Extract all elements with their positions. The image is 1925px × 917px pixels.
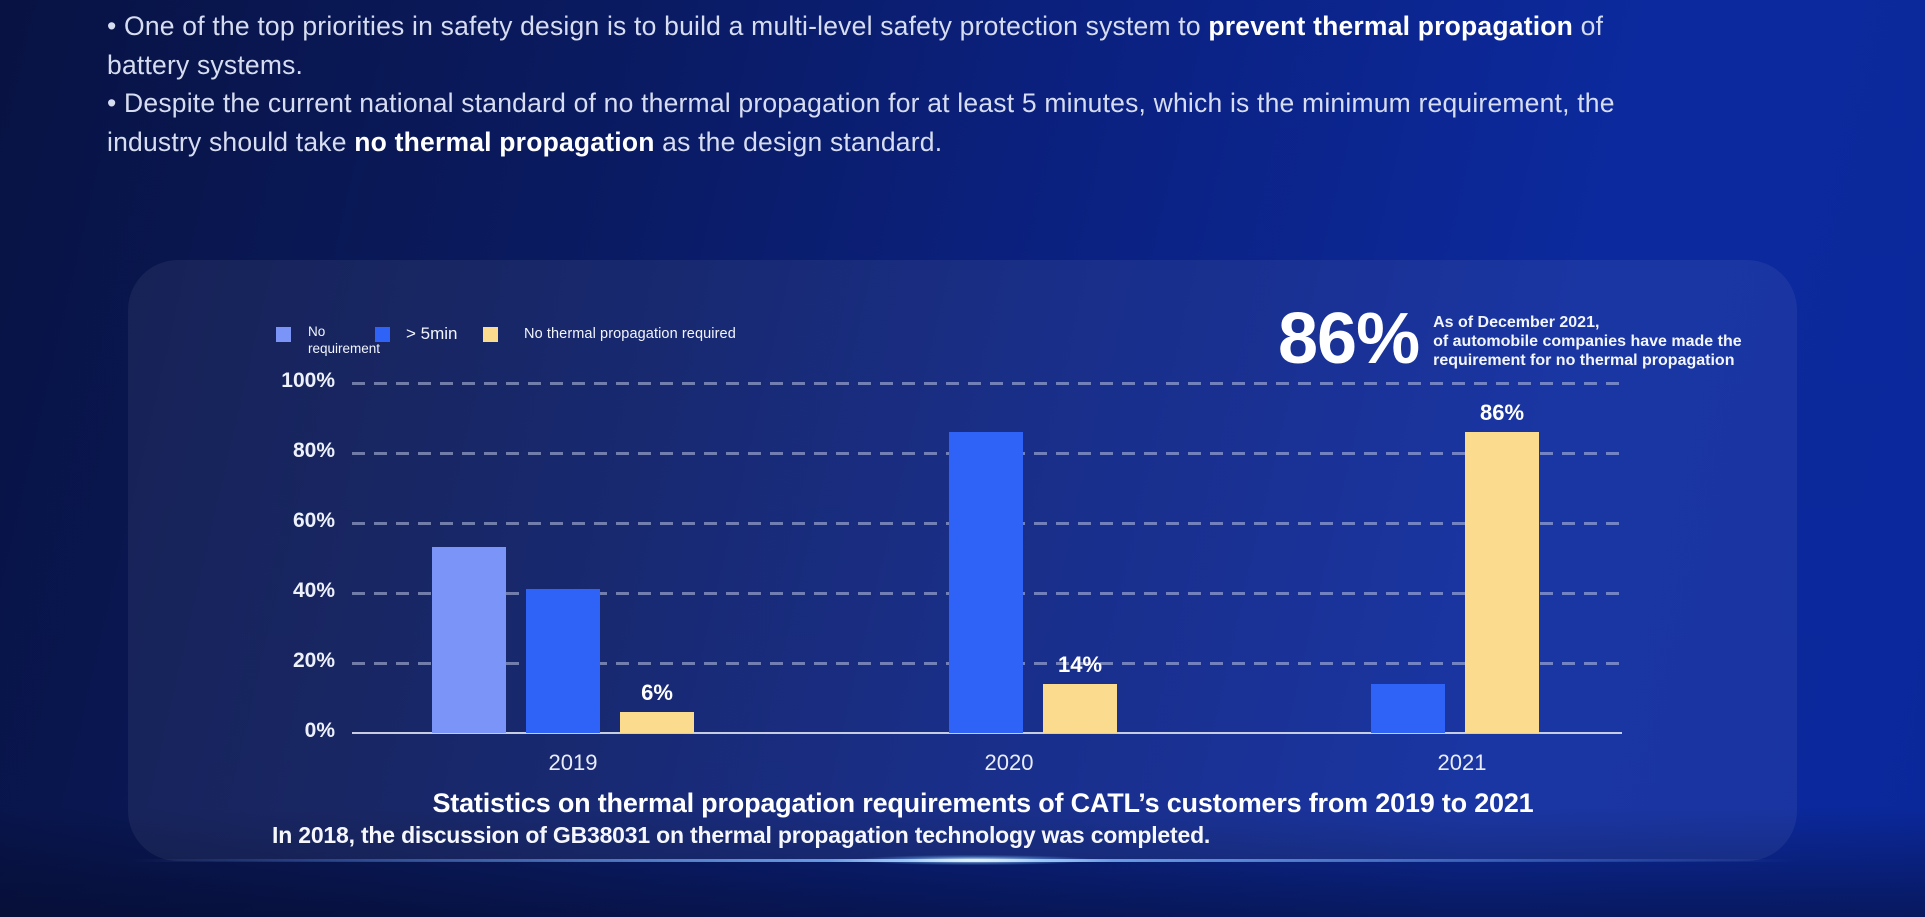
legend-item-no-requirement: No requirement xyxy=(276,324,380,357)
bullet-2-highlight: no thermal propagation xyxy=(354,126,655,157)
legend-label-no-thermal-propagation-required: No thermal propagation required xyxy=(524,326,736,342)
legend-swatch-5min xyxy=(375,327,390,342)
chart-card: No requirement > 5min No thermal propagati… xyxy=(128,260,1797,862)
y-axis-label-0: 0% xyxy=(304,719,335,742)
legend-item-5min: > 5min xyxy=(375,324,458,344)
bullet-1: • One of the top priorities in safety de… xyxy=(107,7,1669,84)
bar-value-label-2020: 14% xyxy=(1057,652,1103,677)
bar-2020-no-thermal-propagation-required xyxy=(1043,684,1117,733)
legend-label-no-requirement: No requirement xyxy=(308,324,381,356)
bullet-1-highlight: prevent thermal propagation xyxy=(1208,11,1574,41)
chart-title: Statistics on thermal propagation requir… xyxy=(432,788,1534,818)
bar-2021-5min xyxy=(1371,684,1445,733)
bar-2019-5min xyxy=(526,589,600,733)
gridline-100 xyxy=(352,382,1620,385)
y-axis-label-60: 60% xyxy=(292,509,335,532)
bullet-2-text: • Despite the current national standard … xyxy=(107,88,1615,157)
y-axis-label-100: 100% xyxy=(281,369,335,392)
bar-2019-no-thermal-propagation-required xyxy=(620,712,694,733)
bar-value-label-2019: 6% xyxy=(641,680,673,705)
stat-value: 86% xyxy=(1278,299,1420,379)
glow-line xyxy=(128,859,1797,862)
x-axis-label-2021: 2021 xyxy=(1437,750,1487,775)
chart-caption: In 2018, the discussion of GB38031 on th… xyxy=(272,822,1211,848)
stat-callout: 86% As of December 2021, of automobile c… xyxy=(1278,299,1742,379)
y-axis-label-40: 40% xyxy=(292,579,335,602)
y-axis-label-20: 20% xyxy=(292,649,335,672)
bullet-2: • Despite the current national standard … xyxy=(107,84,1669,161)
x-axis-label-2019: 2019 xyxy=(548,750,598,775)
legend-item-no-thermal-propagation-required: No thermal propagation required xyxy=(483,324,736,343)
bullet-1-tail: of battery systems. xyxy=(107,11,1604,80)
legend-swatch-no-thermal-propagation-required xyxy=(483,327,498,342)
x-axis-label-2020: 2020 xyxy=(984,750,1034,775)
y-axis-label-80: 80% xyxy=(292,439,335,462)
x-axis-line xyxy=(352,732,1622,734)
bullet-1-text: • One of the top priorities in safety de… xyxy=(107,11,1209,41)
bar-value-label-2021: 86% xyxy=(1479,400,1525,425)
bullet-text-block: • One of the top priorities in safety de… xyxy=(107,7,1669,161)
legend-label-5min: > 5min xyxy=(406,324,458,343)
bar-2021-no-thermal-propagation-required xyxy=(1465,432,1539,733)
stat-description: As of December 2021, of automobile compa… xyxy=(1433,314,1742,369)
bar-2019-no-requirement xyxy=(432,547,506,733)
bar-2020-5min xyxy=(949,432,1023,733)
legend-swatch-no-requirement xyxy=(276,327,291,342)
bullet-2-tail: as the design standard. xyxy=(654,126,943,157)
